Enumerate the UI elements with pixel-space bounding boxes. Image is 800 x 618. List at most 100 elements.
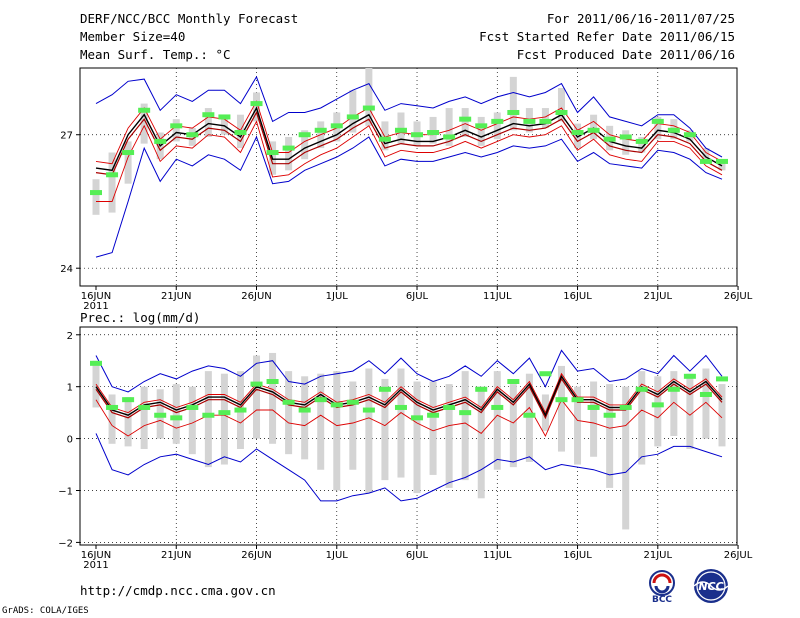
panel2-xtick-label: 21JUL bbox=[644, 550, 673, 561]
panel2-spread-bar bbox=[333, 371, 341, 491]
panel1-observed-marker bbox=[202, 112, 215, 118]
panel1-observed-marker bbox=[378, 136, 391, 142]
panel2-observed-marker bbox=[571, 397, 584, 403]
panel2-observed-marker bbox=[218, 410, 231, 416]
panel1-observed-marker bbox=[298, 132, 311, 138]
panel1-observed-marker bbox=[603, 136, 616, 142]
panel2-ytick-label: −2 bbox=[58, 538, 73, 549]
panel1-spread-bar bbox=[718, 159, 726, 171]
panel2-observed-marker bbox=[716, 376, 728, 382]
panel1-observed-marker bbox=[330, 123, 343, 129]
panel1-observed-marker bbox=[122, 150, 135, 156]
panel2-spread-bar bbox=[269, 352, 277, 444]
panel2-observed-marker bbox=[683, 373, 696, 379]
panel1-observed-marker bbox=[314, 127, 327, 133]
panel1-xtick-label: 21JUN bbox=[161, 291, 191, 302]
panel2-observed-marker bbox=[667, 386, 680, 392]
panel1-xtick-label: 21JUL bbox=[644, 291, 673, 302]
panel2-observed-marker bbox=[170, 415, 183, 421]
panel1-observed-marker bbox=[443, 134, 456, 140]
panel1-spread-bar bbox=[477, 116, 485, 146]
ncc-logo: NCC bbox=[693, 569, 729, 603]
panel1-observed-marker bbox=[667, 127, 680, 133]
panel1-observed-marker bbox=[234, 130, 247, 136]
panel1-observed-marker bbox=[523, 118, 536, 124]
panel2-max-line bbox=[95, 349, 723, 393]
panel2-observed-marker bbox=[122, 397, 135, 403]
panel2-spread-bar bbox=[397, 368, 405, 478]
panel1-observed-marker bbox=[555, 109, 568, 115]
panel2-spread-bar bbox=[670, 371, 678, 436]
panel1-observed-marker bbox=[539, 118, 552, 124]
panel2-observed-marker bbox=[282, 399, 295, 405]
panel1-spread-bar bbox=[285, 136, 293, 171]
panel2-year-label: 2011 bbox=[83, 560, 108, 571]
panel1-spread-bar bbox=[493, 112, 501, 140]
panel2-spread-bar bbox=[140, 386, 148, 449]
panel2-observed-marker bbox=[106, 404, 119, 410]
panel1-observed-marker bbox=[619, 134, 632, 140]
panel2-observed-marker bbox=[138, 404, 151, 410]
panel2-observed-marker bbox=[555, 397, 568, 403]
panel1-spread-bar bbox=[541, 108, 549, 129]
panel2-observed-marker bbox=[411, 415, 424, 421]
panel2-spread-bar bbox=[429, 381, 437, 475]
panel1-spread-bar bbox=[140, 103, 148, 144]
panel1-observed-marker bbox=[475, 123, 488, 129]
panel1-observed-marker bbox=[218, 114, 231, 120]
panel2-spread-bar bbox=[702, 368, 710, 439]
panel2-spread-bar bbox=[220, 373, 228, 465]
panel1-spread-bar bbox=[574, 123, 582, 149]
panel1-spread-bar bbox=[124, 141, 132, 184]
panel2-frame bbox=[79, 326, 738, 546]
panel1-observed-marker bbox=[250, 101, 263, 107]
panel1-ytick-label: 24 bbox=[60, 264, 73, 275]
panel1-xtick-label: 11JUL bbox=[483, 291, 512, 302]
panel2-xtick-label: 11JUL bbox=[483, 550, 512, 561]
panel1-spread-bar bbox=[638, 136, 646, 153]
panel2-spread-bar bbox=[574, 386, 582, 465]
panel2-observed-marker bbox=[619, 404, 632, 410]
source-url: http://cmdp.ncc.cma.gov.cn bbox=[80, 583, 276, 598]
panel2-spread-bar bbox=[301, 376, 309, 460]
precip-panel-title: Prec.: log(mm/d) bbox=[80, 310, 200, 325]
panel1-observed-marker bbox=[459, 116, 472, 122]
panel2-xtick-label: 6JUL bbox=[406, 550, 429, 561]
panel2-observed-marker bbox=[202, 412, 215, 418]
panel2-mean-line bbox=[95, 374, 723, 417]
panel2-observed-marker bbox=[266, 379, 279, 384]
panel1-observed-marker bbox=[411, 132, 424, 138]
panel2-spread-bar bbox=[317, 373, 325, 470]
panel1-observed-marker bbox=[266, 150, 279, 156]
member-size: Member Size=40 bbox=[80, 29, 186, 44]
panel2-spread-bar bbox=[509, 384, 517, 468]
panel1-observed-marker bbox=[170, 123, 183, 129]
panel1-spread-bar bbox=[349, 90, 357, 133]
grads-credit: GrADS: COLA/IGES bbox=[2, 606, 89, 616]
panel1-p25-line bbox=[96, 120, 723, 202]
panel1-observed-marker bbox=[394, 127, 407, 133]
panel2-xtick-label: 16JUN bbox=[81, 550, 111, 561]
panel2-p75-line bbox=[95, 372, 723, 414]
panel2-observed-marker bbox=[635, 386, 648, 392]
panel1-spread-bar bbox=[590, 114, 598, 140]
panel1-observed-marker bbox=[154, 138, 167, 144]
panel1-spread-bar bbox=[509, 76, 517, 131]
panel1-observed-marker bbox=[106, 172, 119, 178]
panel1-xtick-label: 26JUN bbox=[241, 291, 271, 302]
panel2-observed-marker bbox=[491, 404, 504, 410]
panel2-spread-bar bbox=[654, 376, 662, 447]
panel1-observed-marker bbox=[346, 114, 359, 120]
panel2-spread-bar bbox=[365, 368, 373, 494]
panel2-observed-marker bbox=[298, 407, 311, 413]
panel1-spread-bar bbox=[172, 119, 180, 142]
panel2-observed-marker bbox=[651, 402, 664, 408]
panel2-observed-marker bbox=[603, 412, 616, 418]
panel1-xtick-label: 26JUL bbox=[724, 291, 753, 302]
panel1-spread-bar bbox=[702, 148, 710, 164]
panel2-observed-marker bbox=[346, 399, 359, 405]
panel1-observed-marker bbox=[571, 130, 584, 136]
panel2-observed-marker bbox=[459, 410, 472, 416]
panel1-p75-line bbox=[95, 100, 723, 165]
